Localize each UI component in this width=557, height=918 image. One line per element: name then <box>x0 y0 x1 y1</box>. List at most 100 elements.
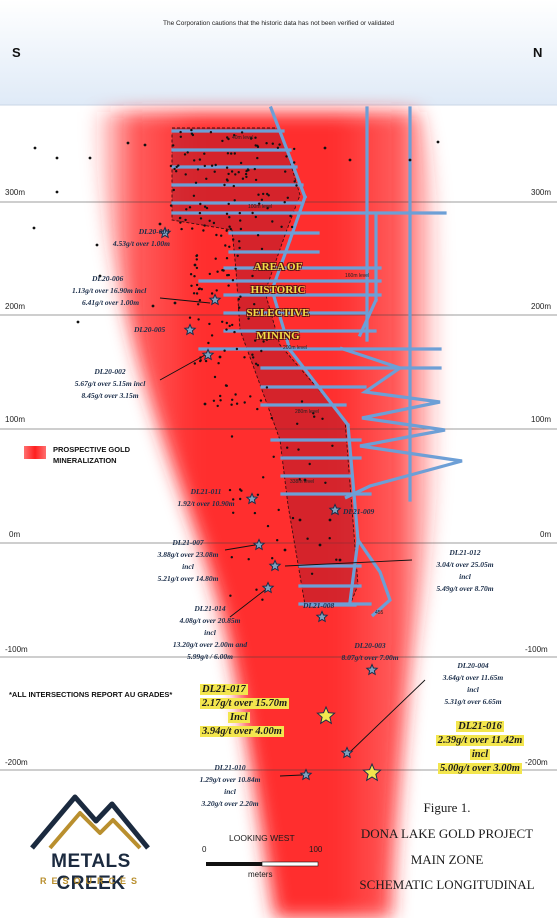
pierce-point <box>189 273 193 276</box>
pierce-point <box>193 159 196 162</box>
pierce-point <box>190 128 193 132</box>
pierce-point <box>253 511 257 515</box>
pierce-point <box>199 217 203 220</box>
elevation-minus100-left: -100m <box>5 645 28 654</box>
pierce-point <box>228 216 231 219</box>
pierce-point <box>178 216 182 220</box>
elevation-100-left: 100m <box>5 415 26 424</box>
pierce-point <box>212 399 216 402</box>
figure-type: SCHEMATIC LONGITUDINAL <box>359 877 535 892</box>
pierce-point <box>32 226 36 230</box>
pierce-point <box>246 168 250 171</box>
pierce-point <box>210 292 214 295</box>
pierce-point <box>205 177 208 180</box>
pierce-point <box>215 289 218 292</box>
pierce-point <box>293 161 296 164</box>
pierce-point <box>256 364 260 367</box>
pierce-point <box>203 224 206 227</box>
pierce-point <box>218 355 222 359</box>
pierce-point <box>313 415 316 418</box>
callout-dl20-004: DL20-004 3.64g/t over 11.65m incl 5.31g/… <box>442 661 504 706</box>
pierce-point <box>253 167 256 171</box>
pierce-point <box>293 180 296 183</box>
pierce-point <box>254 178 258 182</box>
leader-dl21-010 <box>279 774 303 777</box>
pierce-point <box>216 404 219 408</box>
pierce-point <box>193 362 196 365</box>
elevation-minus100-right: -100m <box>525 645 548 654</box>
pierce-point <box>225 384 228 387</box>
leader-dl20-002 <box>159 354 206 381</box>
pierce-point <box>232 511 235 514</box>
pierce-point <box>236 254 239 257</box>
pierce-point <box>227 284 230 287</box>
pierce-point <box>257 193 260 196</box>
pierce-point <box>225 166 229 169</box>
pierce-point <box>204 359 208 363</box>
pierce-point <box>254 136 257 139</box>
pierce-point <box>247 558 250 561</box>
pierce-point <box>286 446 289 449</box>
callout-dl21-016: DL21-016 2.39g/t over 11.42m incl 5.00g/… <box>435 721 525 774</box>
callout-dl21-007: DL21-007 3.88g/t over 23.08m incl 5.21g/… <box>157 538 219 583</box>
pierce-point <box>173 301 177 305</box>
pierce-point <box>235 402 239 405</box>
pierce-point <box>195 292 199 295</box>
elevation-300-left: 300m <box>5 188 26 197</box>
pierce-point <box>190 132 194 135</box>
pierce-point <box>348 158 352 162</box>
figure-project: DONA LAKE GOLD PROJECT <box>360 826 534 841</box>
scale-unit: meters <box>248 870 273 879</box>
level-label-280m: 280m level <box>295 409 320 415</box>
star-dl20-003 <box>365 663 379 676</box>
pierce-point <box>247 317 250 320</box>
pierce-point <box>280 225 283 228</box>
pierce-point <box>209 131 213 134</box>
pierce-point <box>338 558 342 562</box>
pierce-point <box>208 219 211 222</box>
pierce-point <box>228 488 232 492</box>
pierce-point <box>262 476 265 479</box>
pierce-point <box>323 146 327 150</box>
lower-drift <box>356 539 392 618</box>
pierce-point <box>230 152 233 155</box>
pierce-point <box>172 188 175 192</box>
pierce-point <box>270 416 273 420</box>
pierce-point <box>195 254 198 258</box>
pierce-point <box>289 214 292 218</box>
elevation-200-right: 200m <box>531 302 552 311</box>
pierce-point <box>259 399 263 402</box>
callout-dl21-017: DL21-017 2.17g/t over 15.70m Incl 3.94g/… <box>200 684 290 737</box>
pierce-point <box>234 267 237 270</box>
pierce-point <box>310 572 314 575</box>
callout-dl20-001: DL20-001 4.53g/t over 1.00m <box>112 227 170 248</box>
star-dl21-014 <box>261 581 275 594</box>
pierce-point <box>143 143 147 147</box>
elevation-100-right: 100m <box>531 415 552 424</box>
pierce-point <box>278 143 281 146</box>
legend-swatch <box>24 446 46 459</box>
scale-bar <box>206 861 319 867</box>
pierce-point <box>228 324 231 328</box>
pierce-point <box>233 152 236 155</box>
pierce-point <box>33 146 37 150</box>
zigzag-drift <box>339 346 463 500</box>
pierce-point <box>260 331 263 334</box>
pierce-point <box>239 497 242 501</box>
pierce-point <box>179 135 182 138</box>
pierce-point <box>195 258 198 261</box>
pierce-point <box>262 192 265 196</box>
pierce-point <box>214 257 217 260</box>
pierce-point <box>233 330 236 334</box>
pierce-point <box>245 175 248 179</box>
pierce-point <box>238 240 241 243</box>
pierce-point <box>231 279 235 282</box>
pierce-point <box>271 220 274 223</box>
pierce-point <box>328 537 331 540</box>
star-dl21-011 <box>245 492 259 505</box>
pierce-point <box>300 400 304 403</box>
elevation-minus200-right: -200m <box>525 758 548 767</box>
pierce-point <box>225 328 228 331</box>
pierce-point <box>286 196 289 199</box>
pierce-point <box>232 238 235 241</box>
